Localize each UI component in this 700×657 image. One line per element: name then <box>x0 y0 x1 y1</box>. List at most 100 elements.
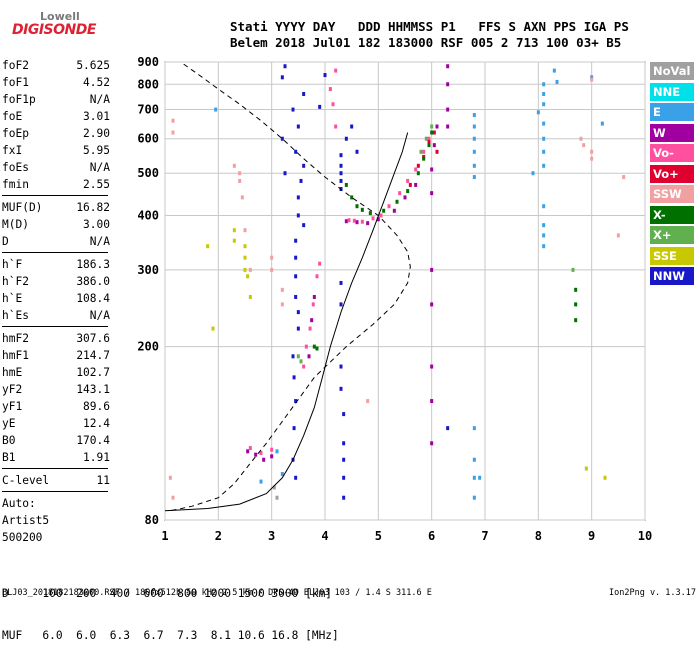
data-point-w <box>403 195 407 200</box>
y-tick-label: 800 <box>137 77 159 91</box>
data-point-xminus <box>355 204 359 209</box>
data-point-e <box>472 136 476 141</box>
param-value: 3.01 <box>83 110 110 123</box>
data-point-e <box>472 175 476 180</box>
data-point-vominus <box>347 218 351 223</box>
data-point-e <box>555 79 559 84</box>
data-point-sse <box>211 326 215 331</box>
data-point-nnw <box>296 310 300 315</box>
header-labels: Stati YYYY DAY DDD HHMMSS P1 FFS S AXN P… <box>230 19 629 34</box>
data-point-e <box>275 449 279 454</box>
y-tick-label: 600 <box>137 132 159 146</box>
param-value: 1.91 <box>83 451 110 464</box>
data-point-nnw <box>296 213 300 218</box>
x-tick-label: 6 <box>428 529 435 543</box>
param-value: N/A <box>89 309 110 322</box>
data-point-nnw <box>292 375 296 380</box>
param-row: h`Es N/A <box>2 307 110 324</box>
data-point-w <box>446 124 450 129</box>
data-point-e <box>590 75 594 80</box>
data-point-vominus <box>308 326 312 331</box>
data-point-e <box>259 479 263 484</box>
data-point-ssw <box>590 77 594 82</box>
data-point-xminus <box>574 287 578 292</box>
data-point-nnw <box>294 255 298 260</box>
param-value: 89.6 <box>83 400 110 413</box>
param-name: B0 <box>2 434 16 447</box>
y-tick-label: 400 <box>137 208 159 222</box>
data-point-w <box>430 167 434 172</box>
param-row: B0 170.4 <box>2 432 110 449</box>
data-point-vominus <box>422 149 426 154</box>
data-point-e <box>472 457 476 462</box>
data-point-e <box>536 110 540 115</box>
data-point-nnw <box>292 426 296 431</box>
data-point-ssw <box>280 287 284 292</box>
x-tick-label: 10 <box>638 529 652 543</box>
data-point-e <box>472 124 476 129</box>
data-point-nnw <box>339 178 343 183</box>
param-row: D N/A <box>2 233 110 250</box>
param-value: 11 <box>96 474 110 487</box>
data-point-vominus <box>398 191 402 196</box>
param-row: yF2 143.1 <box>2 381 110 398</box>
y-tick-label: 80 <box>145 513 159 527</box>
data-point-vominus <box>311 302 315 307</box>
auto-line: Auto: <box>2 497 36 510</box>
data-point-e <box>542 204 546 209</box>
param-name: C-level <box>2 474 50 487</box>
data-point-nnw <box>294 238 298 243</box>
param-name: fxI <box>2 144 23 157</box>
data-point-w <box>435 124 439 129</box>
param-name: foF1 <box>2 76 29 89</box>
param-name: h`E <box>2 292 23 305</box>
param-separator <box>2 252 108 253</box>
data-point-w <box>430 364 434 369</box>
data-point-xminus <box>312 344 316 349</box>
data-point-nnw <box>294 475 298 480</box>
param-value: 12.4 <box>83 417 110 430</box>
ionogram-chart: 1 2 3 4 5 6 7 8 9 10 80 200 300 400 500 600 700 800 900 <box>137 55 652 543</box>
param-name: h`F <box>2 258 23 271</box>
data-point-w <box>312 294 316 299</box>
param-name: D <box>2 235 9 248</box>
data-point-nnw <box>342 441 346 446</box>
data-point-ssw <box>616 233 620 238</box>
data-point-nnw <box>283 171 287 176</box>
y-tick-label: 900 <box>137 55 159 69</box>
data-point-w <box>355 220 359 225</box>
param-name: foF1p <box>2 93 36 106</box>
data-point-ssw <box>270 255 274 260</box>
data-point-vominus <box>371 216 375 221</box>
param-row: fmin 2.55 <box>2 176 110 193</box>
data-point-ssw <box>590 149 594 154</box>
param-value: 102.7 <box>76 366 110 379</box>
data-point-nnw <box>339 171 343 176</box>
data-point-w <box>430 399 434 404</box>
data-point-vominus <box>315 274 319 279</box>
param-row: foE 3.01 <box>2 108 110 125</box>
param-row: foEp 2.90 <box>2 125 110 142</box>
data-point-nnw <box>294 274 298 279</box>
data-point-ssw <box>248 267 252 272</box>
data-point-voplus <box>432 130 436 135</box>
y-tick-label: 300 <box>137 263 159 277</box>
data-point-vominus <box>248 446 252 451</box>
data-point-nnw <box>339 302 343 307</box>
data-point-sse <box>243 244 247 249</box>
data-point-vominus <box>352 218 356 223</box>
data-point-xplus <box>430 124 434 129</box>
data-point-nnw <box>323 73 327 78</box>
data-point-nnw <box>342 475 346 480</box>
param-row: foF1 4.52 <box>2 74 110 91</box>
data-point-noval <box>272 485 276 490</box>
x-tick-label: 7 <box>481 529 488 543</box>
data-point-voplus <box>416 163 420 168</box>
data-point-w <box>392 208 396 213</box>
legend-item-e: E <box>650 103 694 121</box>
param-row: hmF2 307.6 <box>2 330 110 347</box>
data-point-vominus <box>360 219 364 224</box>
legend-item-ssw: SSW <box>650 185 694 203</box>
param-value: N/A <box>89 93 110 106</box>
data-point-ssw <box>232 163 236 168</box>
